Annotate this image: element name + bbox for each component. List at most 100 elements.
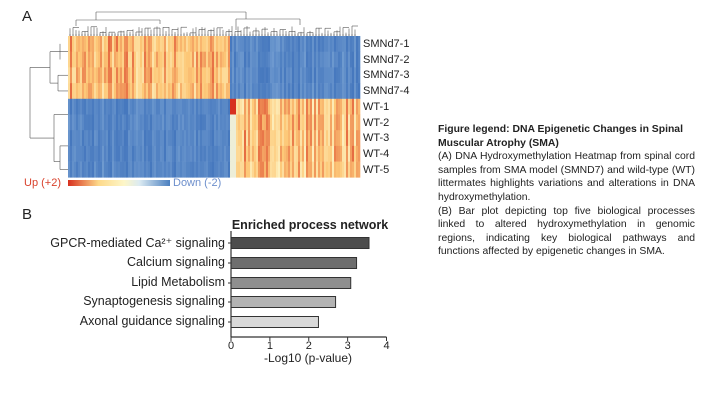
heatmap-cell [218,130,221,147]
heatmap-cell [304,67,307,84]
heatmap-cell [152,51,155,68]
heatmap-cell [108,98,111,115]
heatmap-cell [74,67,77,84]
heatmap-cell [260,83,263,100]
heatmap-cell [92,83,95,100]
heatmap-cell [350,36,353,52]
heatmap-cell [106,161,109,178]
heatmap-cell [114,51,117,68]
heatmap-cell [90,98,93,115]
heatmap-cell [168,67,171,84]
heatmap-cell [244,67,247,84]
heatmap-cell [232,83,235,100]
heatmap-cell [258,51,261,68]
heatmap-cell [278,145,281,162]
heatmap-cell [154,98,157,115]
bar [230,296,337,308]
heatmap-cell [94,145,97,162]
heatmap-cell [312,98,315,115]
heatmap-cell [200,114,203,131]
heatmap-cell [342,98,345,115]
heatmap-cell [252,51,255,68]
heatmap-cell [114,130,117,147]
heatmap-cell [306,83,309,100]
heatmap-cell [76,36,79,52]
heatmap-cell [90,36,93,52]
heatmap-cell [238,67,241,84]
heatmap-cell [316,51,319,68]
heatmap-cell [68,130,71,147]
heatmap-cell [138,36,141,52]
heatmap-cell [118,98,121,115]
heatmap-cell [174,83,177,100]
heatmap-cell [214,83,217,100]
heatmap-cell [114,114,117,131]
heatmap-cell [248,145,251,162]
heatmap-cell [158,114,161,131]
heatmap-cell [86,36,89,52]
heatmap-cell [240,145,243,162]
heatmap-cell [168,114,171,131]
heatmap-cell [334,67,337,84]
heatmap-cell [200,67,203,84]
heatmap-cell [286,145,289,162]
heatmap-cell [130,161,133,178]
heatmap-cell [100,114,103,131]
heatmap-cell [134,83,137,100]
heatmap-cell [224,67,227,84]
heatmap-cell [226,114,229,131]
heatmap-cell [80,51,83,68]
heatmap-cell [68,98,71,115]
heatmap-cell [226,161,229,178]
heatmap-cell [104,114,107,131]
heatmap-cell [200,145,203,162]
heatmap-cell [68,145,71,162]
heatmap-cell [252,161,255,178]
heatmap-cell [226,51,229,68]
heatmap-cell [284,67,287,84]
heatmap-cell [218,98,221,115]
heatmap-cell [350,83,353,100]
heatmap-cell [160,36,163,52]
heatmap-cell [216,130,219,147]
heatmap-cell [294,114,297,131]
heatmap-cell [298,67,301,84]
heatmap-cell [228,51,231,68]
heatmap-cell [114,98,117,115]
heatmap-cell [116,98,119,115]
heatmap-cell [356,51,359,68]
heatmap-cell [192,67,195,84]
heatmap-cell [214,130,217,147]
heatmap-cell [182,114,185,131]
heatmap-cell [330,67,333,84]
heatmap-cell [222,114,225,131]
heatmap-cell [110,161,113,178]
heatmap-cell [132,161,135,178]
legend-title: Figure legend: DNA Epigenetic Changes in… [438,124,683,149]
heatmap-cell [198,36,201,52]
heatmap-cell [106,98,109,115]
heatmap-cell [232,98,235,115]
heatmap-cell [322,130,325,147]
heatmap-cell [208,161,211,178]
heatmap-cell [256,67,259,84]
heatmap-cell [300,145,303,162]
heatmap-cell [242,145,245,162]
heatmap-cell [176,98,179,115]
heatmap-cell [250,67,253,84]
heatmap-cell [318,67,321,84]
heatmap-cell [144,67,147,84]
heatmap-cell [140,130,143,147]
heatmap-cell [154,130,157,147]
heatmap-cell [282,67,285,84]
heatmap-cell [348,114,351,131]
x-axis-label: -Log10 (p-value) [263,351,353,365]
heatmap-cell [238,98,241,115]
heatmap-cell [220,130,223,147]
heatmap-cell [264,114,267,131]
heatmap-cell [268,98,271,115]
heatmap-cell [358,161,361,178]
heatmap-cell [304,145,307,162]
heatmap-cell [348,130,351,147]
heatmap-cell [94,161,97,178]
